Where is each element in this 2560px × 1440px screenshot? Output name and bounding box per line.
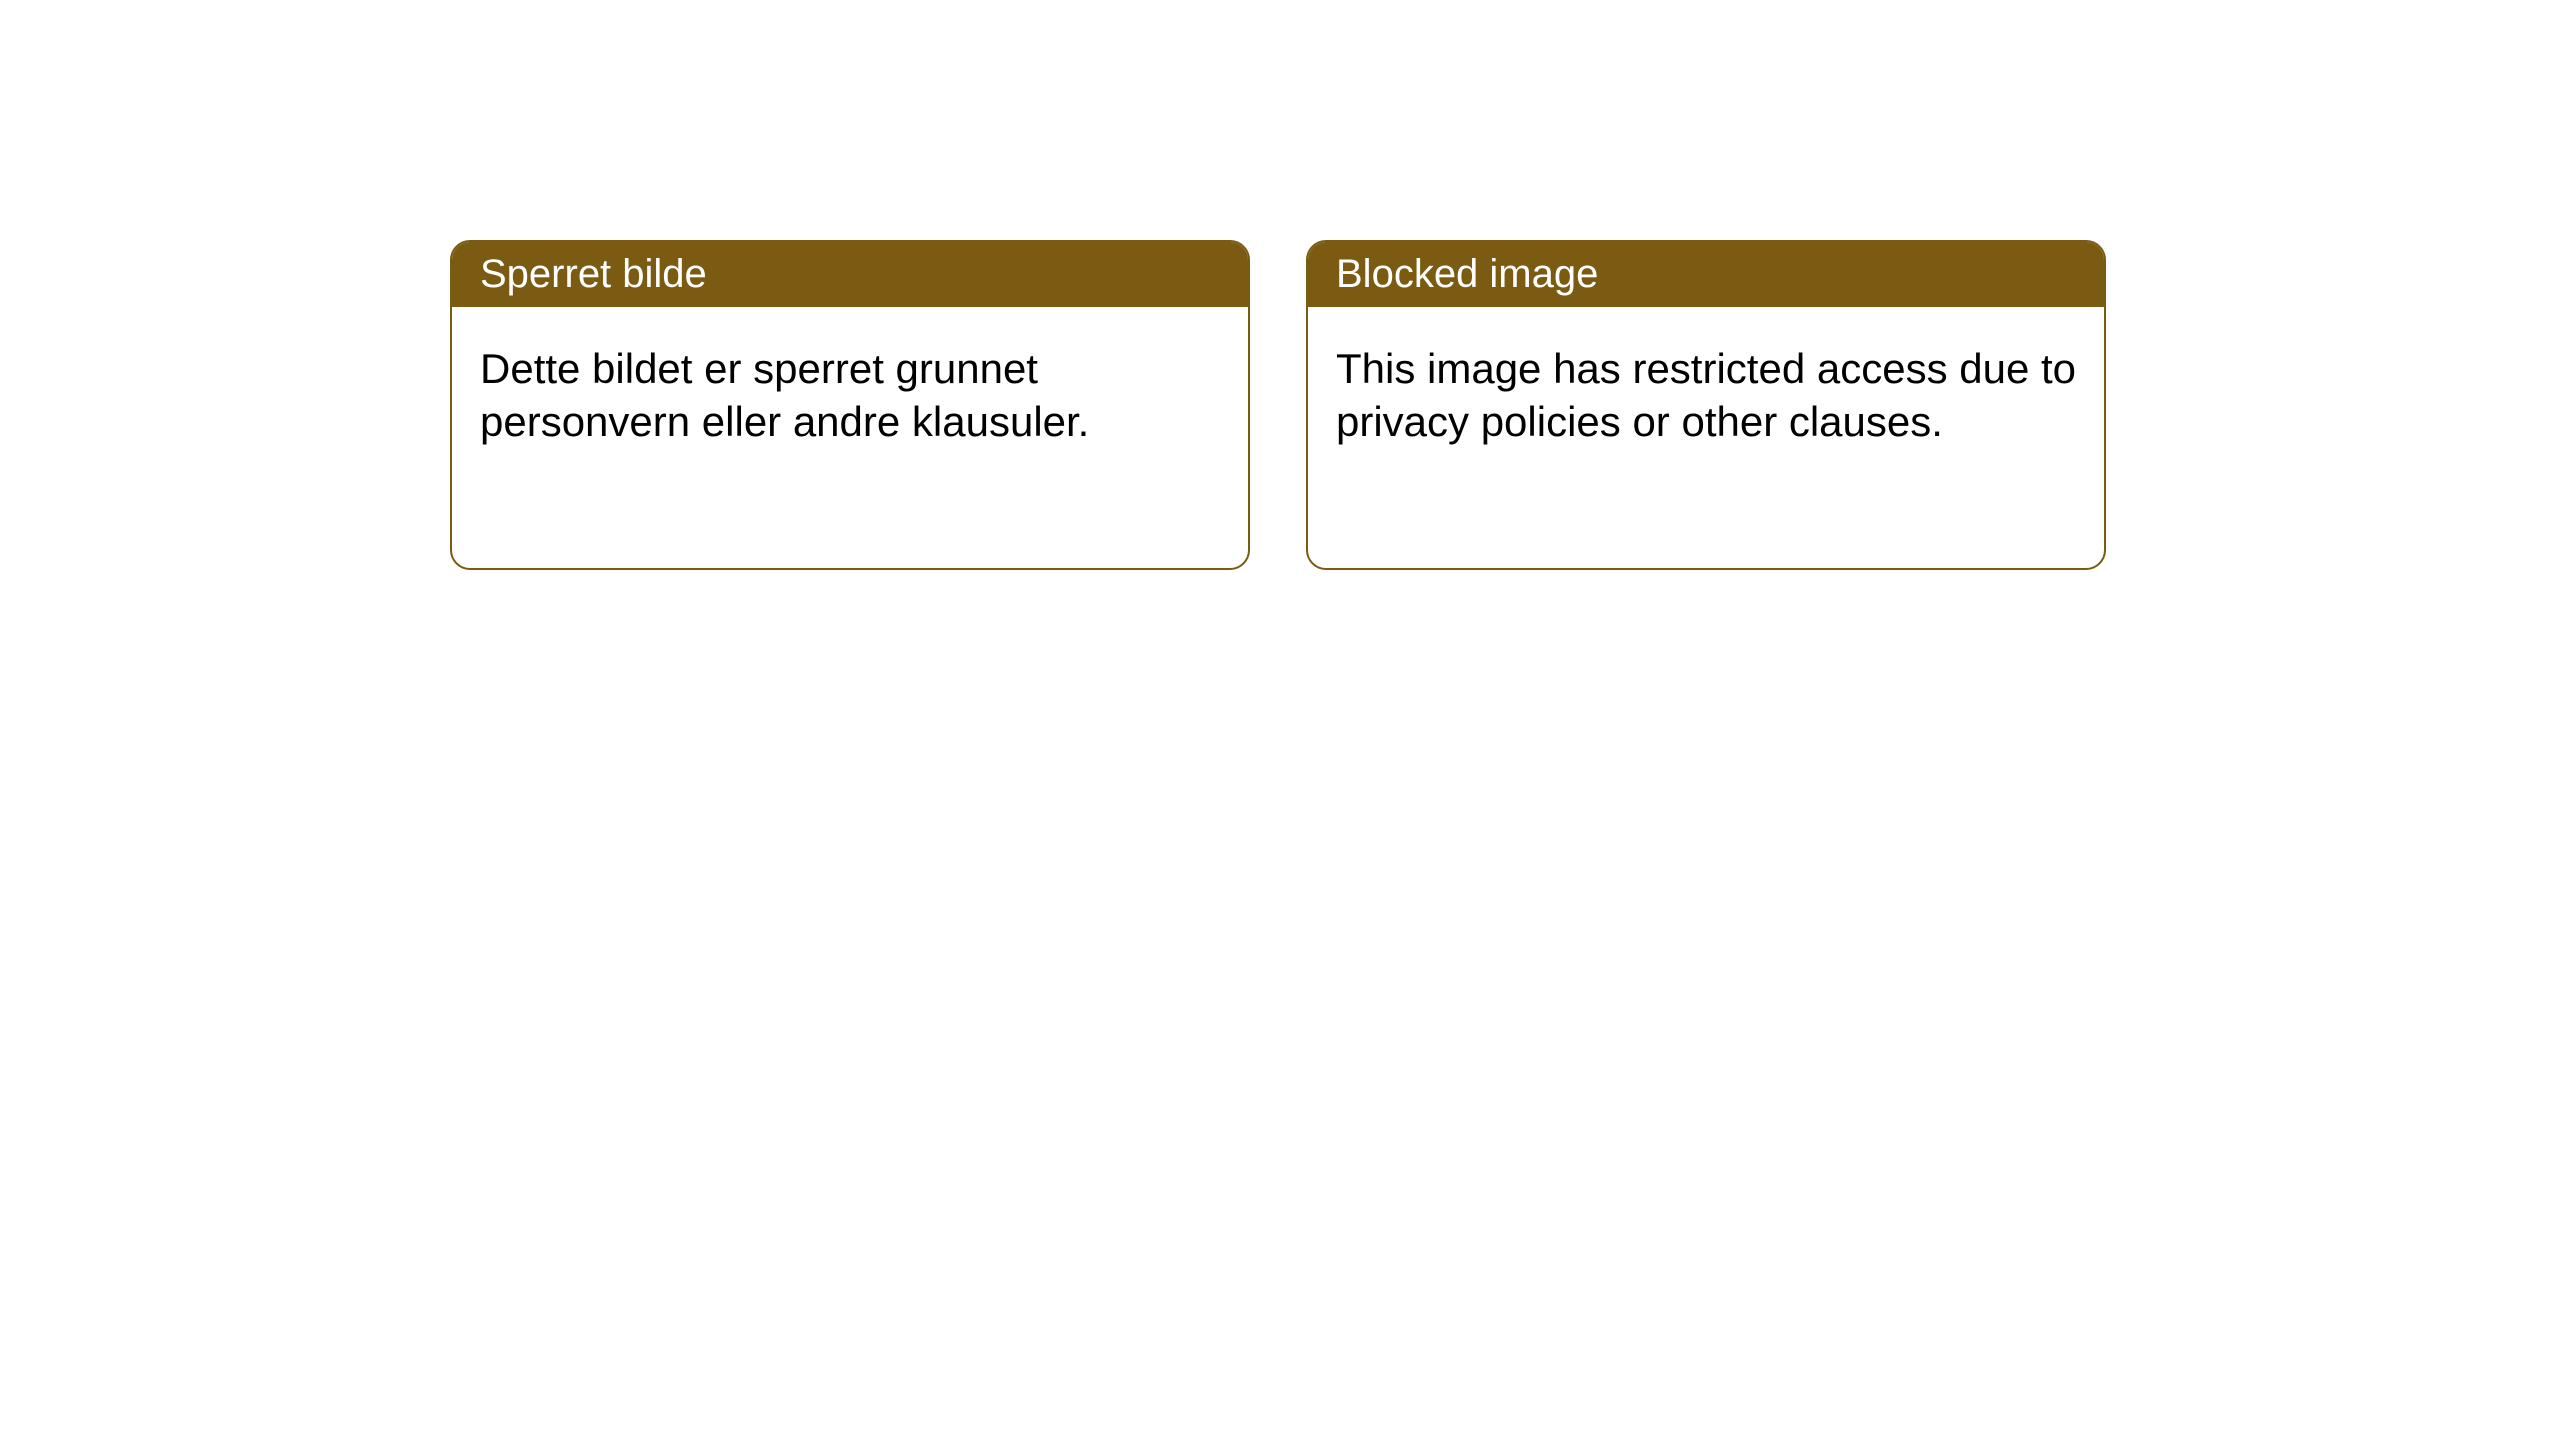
card-body-text: This image has restricted access due to … [1336, 345, 2076, 445]
card-title: Sperret bilde [480, 252, 707, 296]
notice-card-english: Blocked image This image has restricted … [1306, 240, 2106, 570]
card-header-english: Blocked image [1308, 242, 2104, 307]
notice-cards-container: Sperret bilde Dette bildet er sperret gr… [450, 240, 2106, 570]
card-header-norwegian: Sperret bilde [452, 242, 1248, 307]
notice-card-norwegian: Sperret bilde Dette bildet er sperret gr… [450, 240, 1250, 570]
card-body-norwegian: Dette bildet er sperret grunnet personve… [452, 307, 1248, 484]
card-body-text: Dette bildet er sperret grunnet personve… [480, 345, 1089, 445]
card-body-english: This image has restricted access due to … [1308, 307, 2104, 484]
card-title: Blocked image [1336, 252, 1598, 296]
